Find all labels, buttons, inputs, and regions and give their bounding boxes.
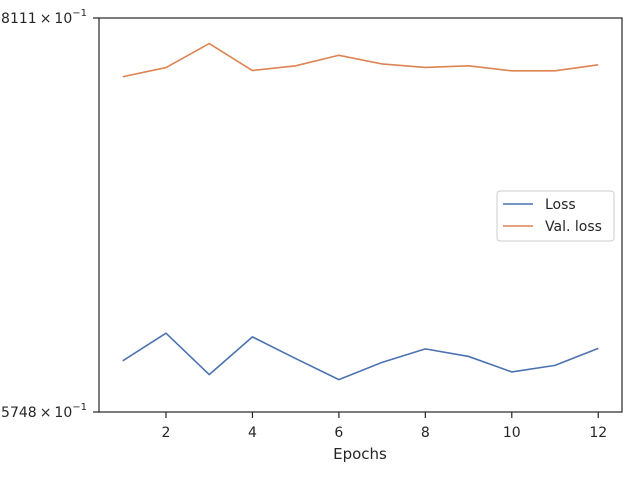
series-line-val-loss — [122, 42, 599, 78]
x-axis: 2 4 6 8 10 12 — [162, 412, 607, 441]
x-tick-label: 8 — [421, 425, 430, 441]
x-tick-label: 4 — [248, 425, 257, 441]
legend-label-val-loss: Val. loss — [545, 219, 602, 235]
x-tick-label: 2 — [162, 425, 171, 441]
y-tick-top: 8111 × 10−1 — [1, 8, 99, 27]
plot-frame — [98, 17, 623, 413]
y-tick-label-top: 8111 × 10−1 — [1, 8, 87, 27]
y-tick-bottom: 5748 × 10−1 — [1, 402, 99, 421]
legend-label-loss: Loss — [545, 197, 576, 213]
x-tick-label: 10 — [503, 425, 521, 441]
x-tick-label: 12 — [589, 425, 607, 441]
series-line-loss — [122, 332, 599, 381]
x-axis-label: Epochs — [333, 445, 387, 463]
y-tick-label-bottom: 5748 × 10−1 — [1, 402, 87, 421]
x-tick-label: 6 — [334, 425, 343, 441]
legend: Loss Val. loss — [496, 190, 615, 242]
series-layer — [122, 42, 599, 381]
